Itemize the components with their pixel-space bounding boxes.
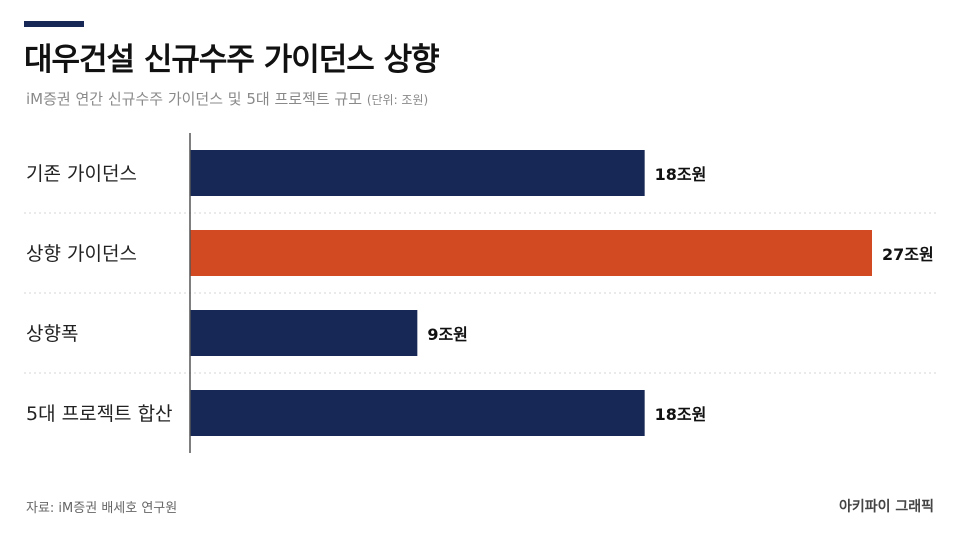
chart-subtitle: iM증권 연간 신규수주 가이던스 및 5대 프로젝트 규모 (단위: 조원): [26, 88, 428, 109]
bar-2: [190, 230, 872, 276]
data-label: 27조원: [882, 245, 934, 264]
category-label: 기존 가이던스: [26, 163, 137, 185]
bar-1: [190, 150, 645, 196]
title-accent-rule: [24, 21, 84, 27]
subtitle-text: iM증권 연간 신규수주 가이던스 및 5대 프로젝트 규모: [26, 90, 363, 108]
unit-note: (단위: 조원): [366, 93, 429, 107]
data-label: 18조원: [655, 165, 707, 184]
source-note: 자료: iM증권 배세호 연구원: [26, 501, 178, 516]
bar-4: [190, 390, 645, 436]
data-label: 18조원: [655, 405, 707, 424]
category-label: 상향폭: [26, 323, 78, 345]
bar-3: [190, 310, 418, 356]
chart-title: 대우건설 신규수주 가이던스 상향: [24, 42, 440, 78]
brand-credit: 아키파이 그래픽: [838, 499, 934, 515]
category-label: 5대 프로젝트 합산: [26, 403, 173, 425]
data-label: 9조원: [427, 325, 468, 344]
category-label: 상향 가이던스: [26, 243, 137, 265]
